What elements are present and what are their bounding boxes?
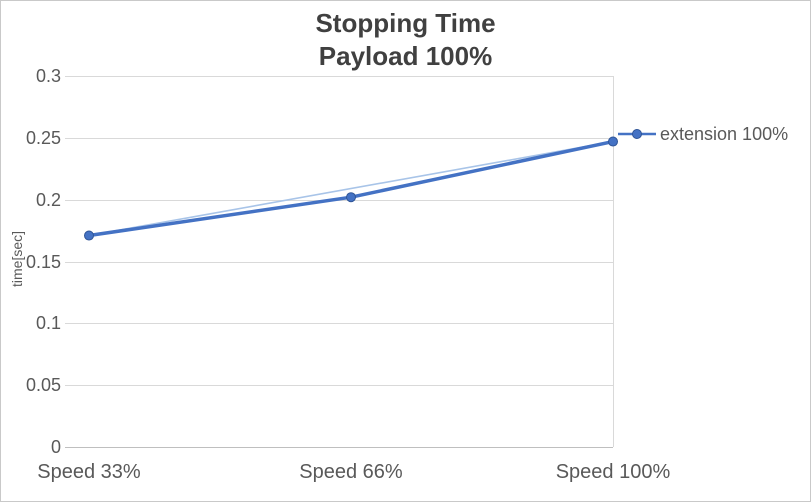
ytick-label: 0 [50, 437, 61, 457]
ytick-label: 0.05 [25, 375, 61, 396]
category-label: Speed 66% [299, 461, 403, 483]
chart-title-line1: Stopping Time [315, 8, 496, 38]
ytick-label: 0.15 [25, 251, 61, 272]
legend-line-marker-icon [618, 129, 656, 139]
legend-label: extension 100% [660, 123, 789, 144]
ytick-label: 0.2 [35, 189, 61, 210]
data-point-marker[interactable] [84, 230, 94, 241]
ytick-label: 0.3 [35, 66, 61, 86]
chart-title-line2: Payload 100% [318, 41, 493, 71]
data-point-marker[interactable] [346, 192, 356, 203]
trendline [88, 140, 614, 237]
chart-title: Stopping Time Payload 100% [1, 7, 810, 73]
category-label: Speed 33% [37, 461, 141, 483]
ytick-label: 0.1 [35, 313, 61, 334]
data-point-marker[interactable] [608, 136, 618, 147]
ytick-label: 0.25 [25, 127, 61, 148]
legend[interactable]: extension 100% [617, 122, 788, 146]
category-label: Speed 100% [555, 461, 671, 483]
